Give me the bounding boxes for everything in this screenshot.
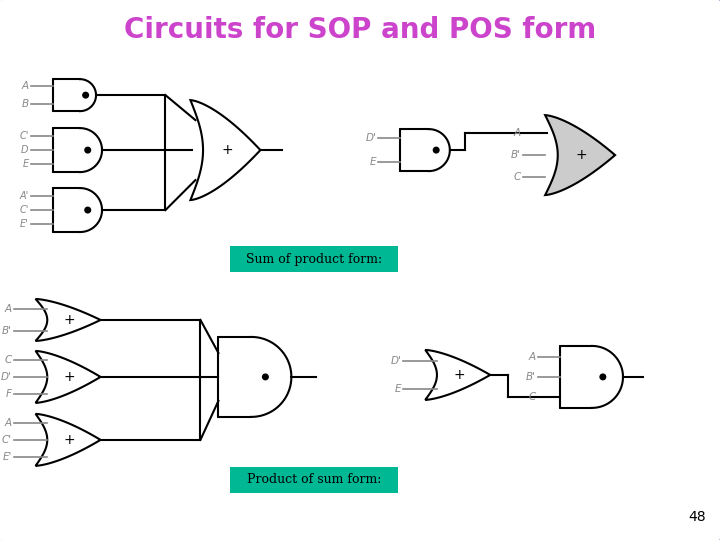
Text: A': A' bbox=[19, 191, 29, 201]
Circle shape bbox=[263, 374, 268, 380]
Text: D': D' bbox=[390, 356, 401, 366]
Circle shape bbox=[83, 92, 89, 98]
Text: C: C bbox=[529, 392, 536, 402]
Text: C': C' bbox=[19, 205, 29, 215]
Text: D': D' bbox=[366, 133, 377, 143]
Polygon shape bbox=[218, 337, 292, 417]
Text: E: E bbox=[22, 159, 29, 169]
Circle shape bbox=[85, 147, 91, 153]
Text: D': D' bbox=[1, 372, 12, 382]
Circle shape bbox=[433, 147, 439, 153]
Text: D: D bbox=[21, 145, 29, 155]
Text: E': E' bbox=[2, 452, 12, 462]
Text: +: + bbox=[221, 143, 233, 157]
Circle shape bbox=[600, 374, 606, 380]
Text: A: A bbox=[4, 304, 12, 314]
Polygon shape bbox=[560, 346, 623, 408]
Polygon shape bbox=[35, 414, 101, 466]
Text: Sum of product form:: Sum of product form: bbox=[246, 253, 382, 266]
Text: C: C bbox=[514, 172, 521, 182]
Polygon shape bbox=[53, 188, 102, 232]
Text: C: C bbox=[4, 355, 12, 365]
Polygon shape bbox=[35, 299, 101, 341]
Polygon shape bbox=[191, 100, 261, 200]
Text: Product of sum form:: Product of sum form: bbox=[247, 474, 382, 487]
Polygon shape bbox=[400, 129, 450, 171]
Text: E': E' bbox=[20, 219, 29, 229]
Polygon shape bbox=[35, 351, 101, 403]
Text: B': B' bbox=[526, 372, 536, 382]
Text: C': C' bbox=[19, 131, 29, 141]
Text: B': B' bbox=[511, 150, 521, 160]
FancyBboxPatch shape bbox=[230, 246, 398, 272]
Text: C': C' bbox=[1, 435, 12, 445]
Text: +: + bbox=[63, 370, 75, 384]
Text: 48: 48 bbox=[688, 510, 706, 524]
Text: F: F bbox=[6, 389, 12, 399]
Text: E: E bbox=[370, 157, 377, 167]
Text: A: A bbox=[22, 81, 29, 91]
Text: B': B' bbox=[1, 326, 12, 336]
Polygon shape bbox=[426, 350, 490, 400]
Text: +: + bbox=[576, 148, 588, 162]
Text: A: A bbox=[529, 352, 536, 362]
Text: B: B bbox=[22, 99, 29, 109]
FancyBboxPatch shape bbox=[230, 467, 398, 493]
Circle shape bbox=[85, 207, 91, 213]
Text: A: A bbox=[4, 418, 12, 428]
Text: +: + bbox=[63, 433, 75, 447]
Polygon shape bbox=[53, 128, 102, 172]
Text: +: + bbox=[63, 313, 75, 327]
Polygon shape bbox=[53, 79, 96, 111]
Polygon shape bbox=[545, 115, 615, 195]
Text: E: E bbox=[395, 384, 401, 394]
Text: A: A bbox=[514, 128, 521, 138]
Text: Circuits for SOP and POS form: Circuits for SOP and POS form bbox=[124, 16, 596, 44]
Text: +: + bbox=[453, 368, 465, 382]
